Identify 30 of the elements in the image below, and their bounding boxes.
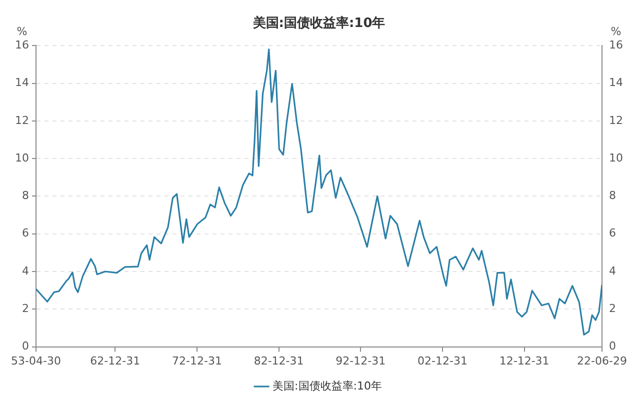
y-tick-label: 6 <box>22 226 29 240</box>
y2-tick-label: 16 <box>609 38 624 52</box>
y2-tick-label: 12 <box>609 114 624 127</box>
y2-axis-title: % <box>610 24 622 38</box>
x-tick-label: 53-04-30 <box>11 354 61 368</box>
y-tick-label: 16 <box>14 38 29 52</box>
x-tick-label: 02-12-31 <box>418 354 468 368</box>
y2-tick-label: 6 <box>609 226 616 240</box>
y-tick-label: 8 <box>22 189 29 202</box>
y2-tick-label: 2 <box>609 302 616 316</box>
y2-tick-label: 8 <box>609 189 616 202</box>
x-tick-label: 12-12-31 <box>499 354 550 368</box>
y-axis-title: % <box>16 24 28 38</box>
y-tick-label: 2 <box>22 302 29 316</box>
x-tick-label: 82-12-31 <box>254 354 304 368</box>
chart-title: 美国:国债收益率:10年 <box>252 15 386 32</box>
y-tick-label: 12 <box>14 114 29 127</box>
y-tick-label: 0 <box>22 340 29 353</box>
y2-tick-label: 4 <box>609 264 616 278</box>
y-tick-label: 10 <box>14 151 29 164</box>
y-tick-label: 14 <box>14 76 29 90</box>
x-tick-label: 22-06-29 <box>577 354 627 368</box>
x-tick-label: 92-12-31 <box>336 354 386 368</box>
x-tick-label: 72-12-31 <box>172 354 222 368</box>
y2-tick-label: 14 <box>609 76 624 90</box>
y2-tick-label: 0 <box>609 340 616 353</box>
y2-tick-label: 10 <box>609 151 624 164</box>
x-tick-label: 62-12-31 <box>90 354 140 368</box>
y-tick-label: 4 <box>22 264 29 278</box>
legend-label: 美国:国债收益率:10年 <box>272 379 382 392</box>
